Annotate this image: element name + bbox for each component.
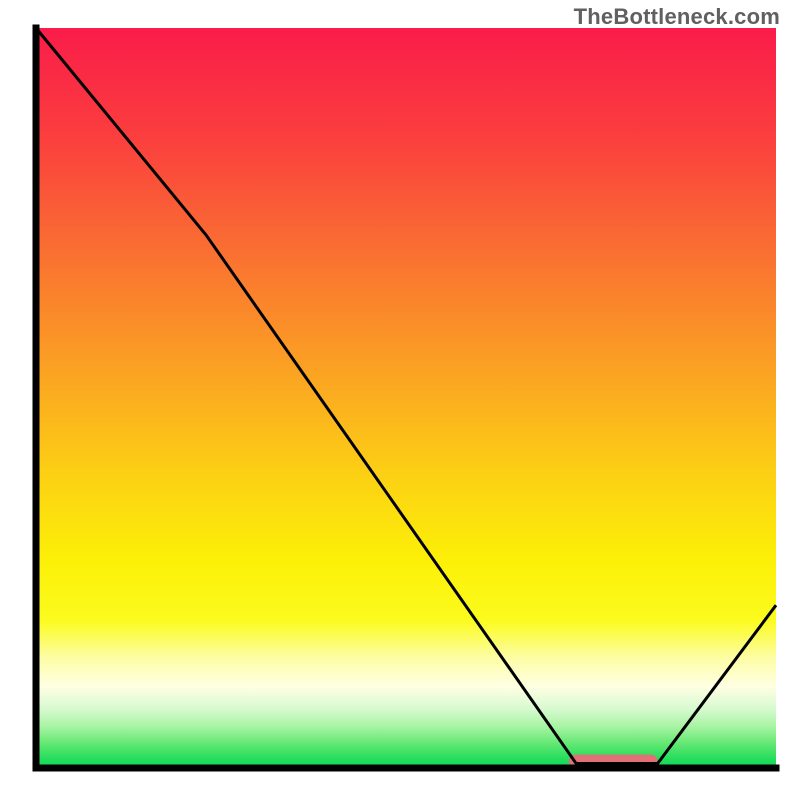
chart-container: TheBottleneck.com — [0, 0, 800, 800]
bottleneck-chart — [0, 0, 800, 800]
watermark-text: TheBottleneck.com — [574, 4, 780, 30]
gradient-background — [36, 28, 776, 768]
